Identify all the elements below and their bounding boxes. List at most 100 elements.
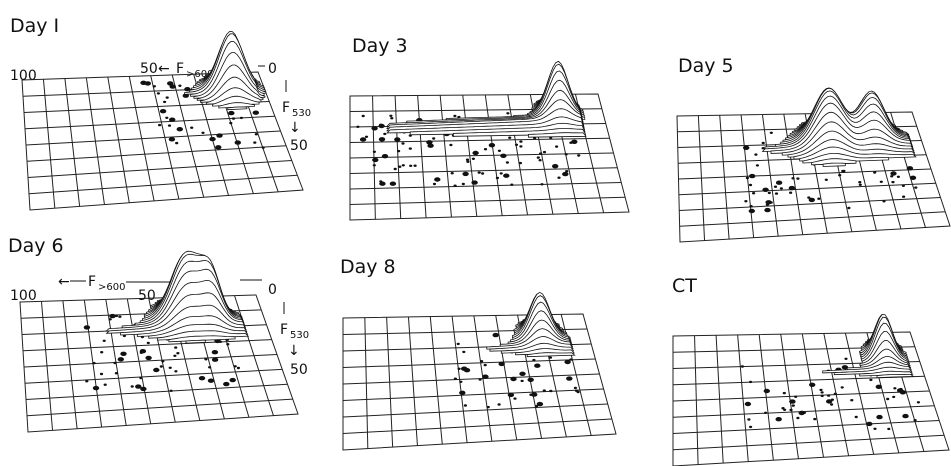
surface-ridges (822, 313, 915, 379)
grid-outline (672, 331, 950, 466)
scatter-point (173, 354, 177, 357)
scatter-point (413, 164, 417, 167)
scatter-point (569, 141, 573, 144)
scatter-point (802, 411, 807, 414)
scatter-point (539, 152, 543, 155)
scatter-point (775, 417, 782, 422)
scatter-point (401, 142, 405, 145)
grid-row-line (349, 196, 626, 205)
scatter-point (866, 421, 873, 427)
scatter-point (471, 180, 478, 185)
grid-row-line (25, 383, 288, 400)
scatter-point (178, 84, 182, 87)
grid-row-line (672, 390, 930, 402)
grid-row-line (23, 354, 278, 368)
scatter-point (483, 363, 487, 367)
panel-title: Day I (10, 15, 59, 37)
x-tick-100: 100 (10, 288, 37, 304)
scatter-point (508, 136, 512, 139)
scatter-point (176, 352, 180, 355)
y-axis-label-sub: 530 (292, 108, 311, 119)
scatter-point (209, 136, 216, 142)
scatter-point (769, 201, 773, 204)
scatter-point (163, 100, 167, 104)
scatter-point (498, 361, 505, 367)
grid-row-line (672, 434, 945, 451)
scatter-point (408, 147, 412, 150)
scatter-point (174, 346, 178, 349)
grid-outline (21, 71, 304, 211)
scatter-point (99, 372, 104, 376)
scatter-point (140, 386, 147, 392)
scatter-point (379, 181, 386, 186)
surface-ridge-line (406, 79, 583, 125)
scatter-point (841, 365, 849, 370)
scatter-point (254, 133, 258, 136)
scatter-point (228, 110, 235, 116)
scatter-point (789, 191, 793, 194)
scatter-point (211, 357, 219, 362)
y-arrow: ↓ (289, 120, 301, 136)
surface-ridges (184, 31, 267, 111)
scatter-point (745, 176, 750, 180)
panel-title: Day 3 (352, 35, 408, 57)
scatter-point (794, 395, 798, 398)
scatter-point (858, 183, 862, 186)
x-tick-0: 0 (268, 282, 277, 298)
scatter-point (549, 389, 553, 393)
surface-ridge-line (168, 335, 236, 343)
scatter-point (896, 175, 901, 178)
y-axis-label: F (282, 100, 290, 116)
x-tick-50: 50 (138, 288, 156, 304)
scatter-point (536, 401, 544, 407)
scatter-point (752, 192, 756, 195)
scatter-point (456, 342, 460, 346)
scatter-point (748, 208, 755, 214)
scatter-point (838, 174, 842, 177)
grid-row-line (349, 152, 614, 159)
scatter-point (534, 405, 539, 408)
scatter-point (571, 139, 578, 144)
scatter-point (85, 380, 89, 383)
surface-ridge-line (822, 162, 846, 167)
scatter-point (109, 313, 116, 319)
scatter-point (226, 343, 230, 346)
panel-ct: CT (672, 275, 950, 466)
scatter-point (901, 184, 906, 187)
x-arrow: ← (158, 61, 170, 77)
scatter-point (914, 186, 918, 189)
grid-row-line (25, 130, 281, 146)
surface-ridges (761, 87, 917, 167)
scatter-point (532, 358, 536, 362)
scatter-point (239, 116, 243, 120)
scatter-point (514, 143, 519, 146)
scatter-point (513, 397, 517, 400)
scatter-point (807, 196, 811, 199)
scatter-point (552, 164, 559, 169)
scatter-point (789, 408, 793, 412)
scatter-point (83, 325, 91, 330)
scatter-point (873, 427, 877, 430)
grid-row-line (342, 358, 596, 368)
scatter-point (789, 399, 796, 404)
scatter-point (462, 171, 469, 177)
scatter-point (167, 81, 174, 86)
scatter-point (165, 96, 169, 99)
scatter-point (749, 173, 756, 179)
scatter-point (817, 197, 821, 200)
scatter-point (92, 385, 100, 391)
scatter-point (409, 164, 413, 167)
scatter-point (879, 180, 883, 183)
scatter-point (144, 81, 151, 86)
scatter-point (190, 126, 194, 129)
scatter-point (747, 418, 751, 421)
surface-ridge-line (859, 370, 914, 377)
x-tick-0: 0 (268, 61, 277, 77)
scatter-point (488, 143, 496, 148)
scatter-point (364, 135, 369, 138)
grid-row-line (349, 137, 610, 143)
scatter-point (229, 121, 233, 125)
scatter-point (118, 315, 122, 318)
grid-row-line (678, 182, 936, 196)
panel-day-1: Day I 100 50 ← F >600 0 F 530 ↓ 50 (10, 15, 311, 211)
